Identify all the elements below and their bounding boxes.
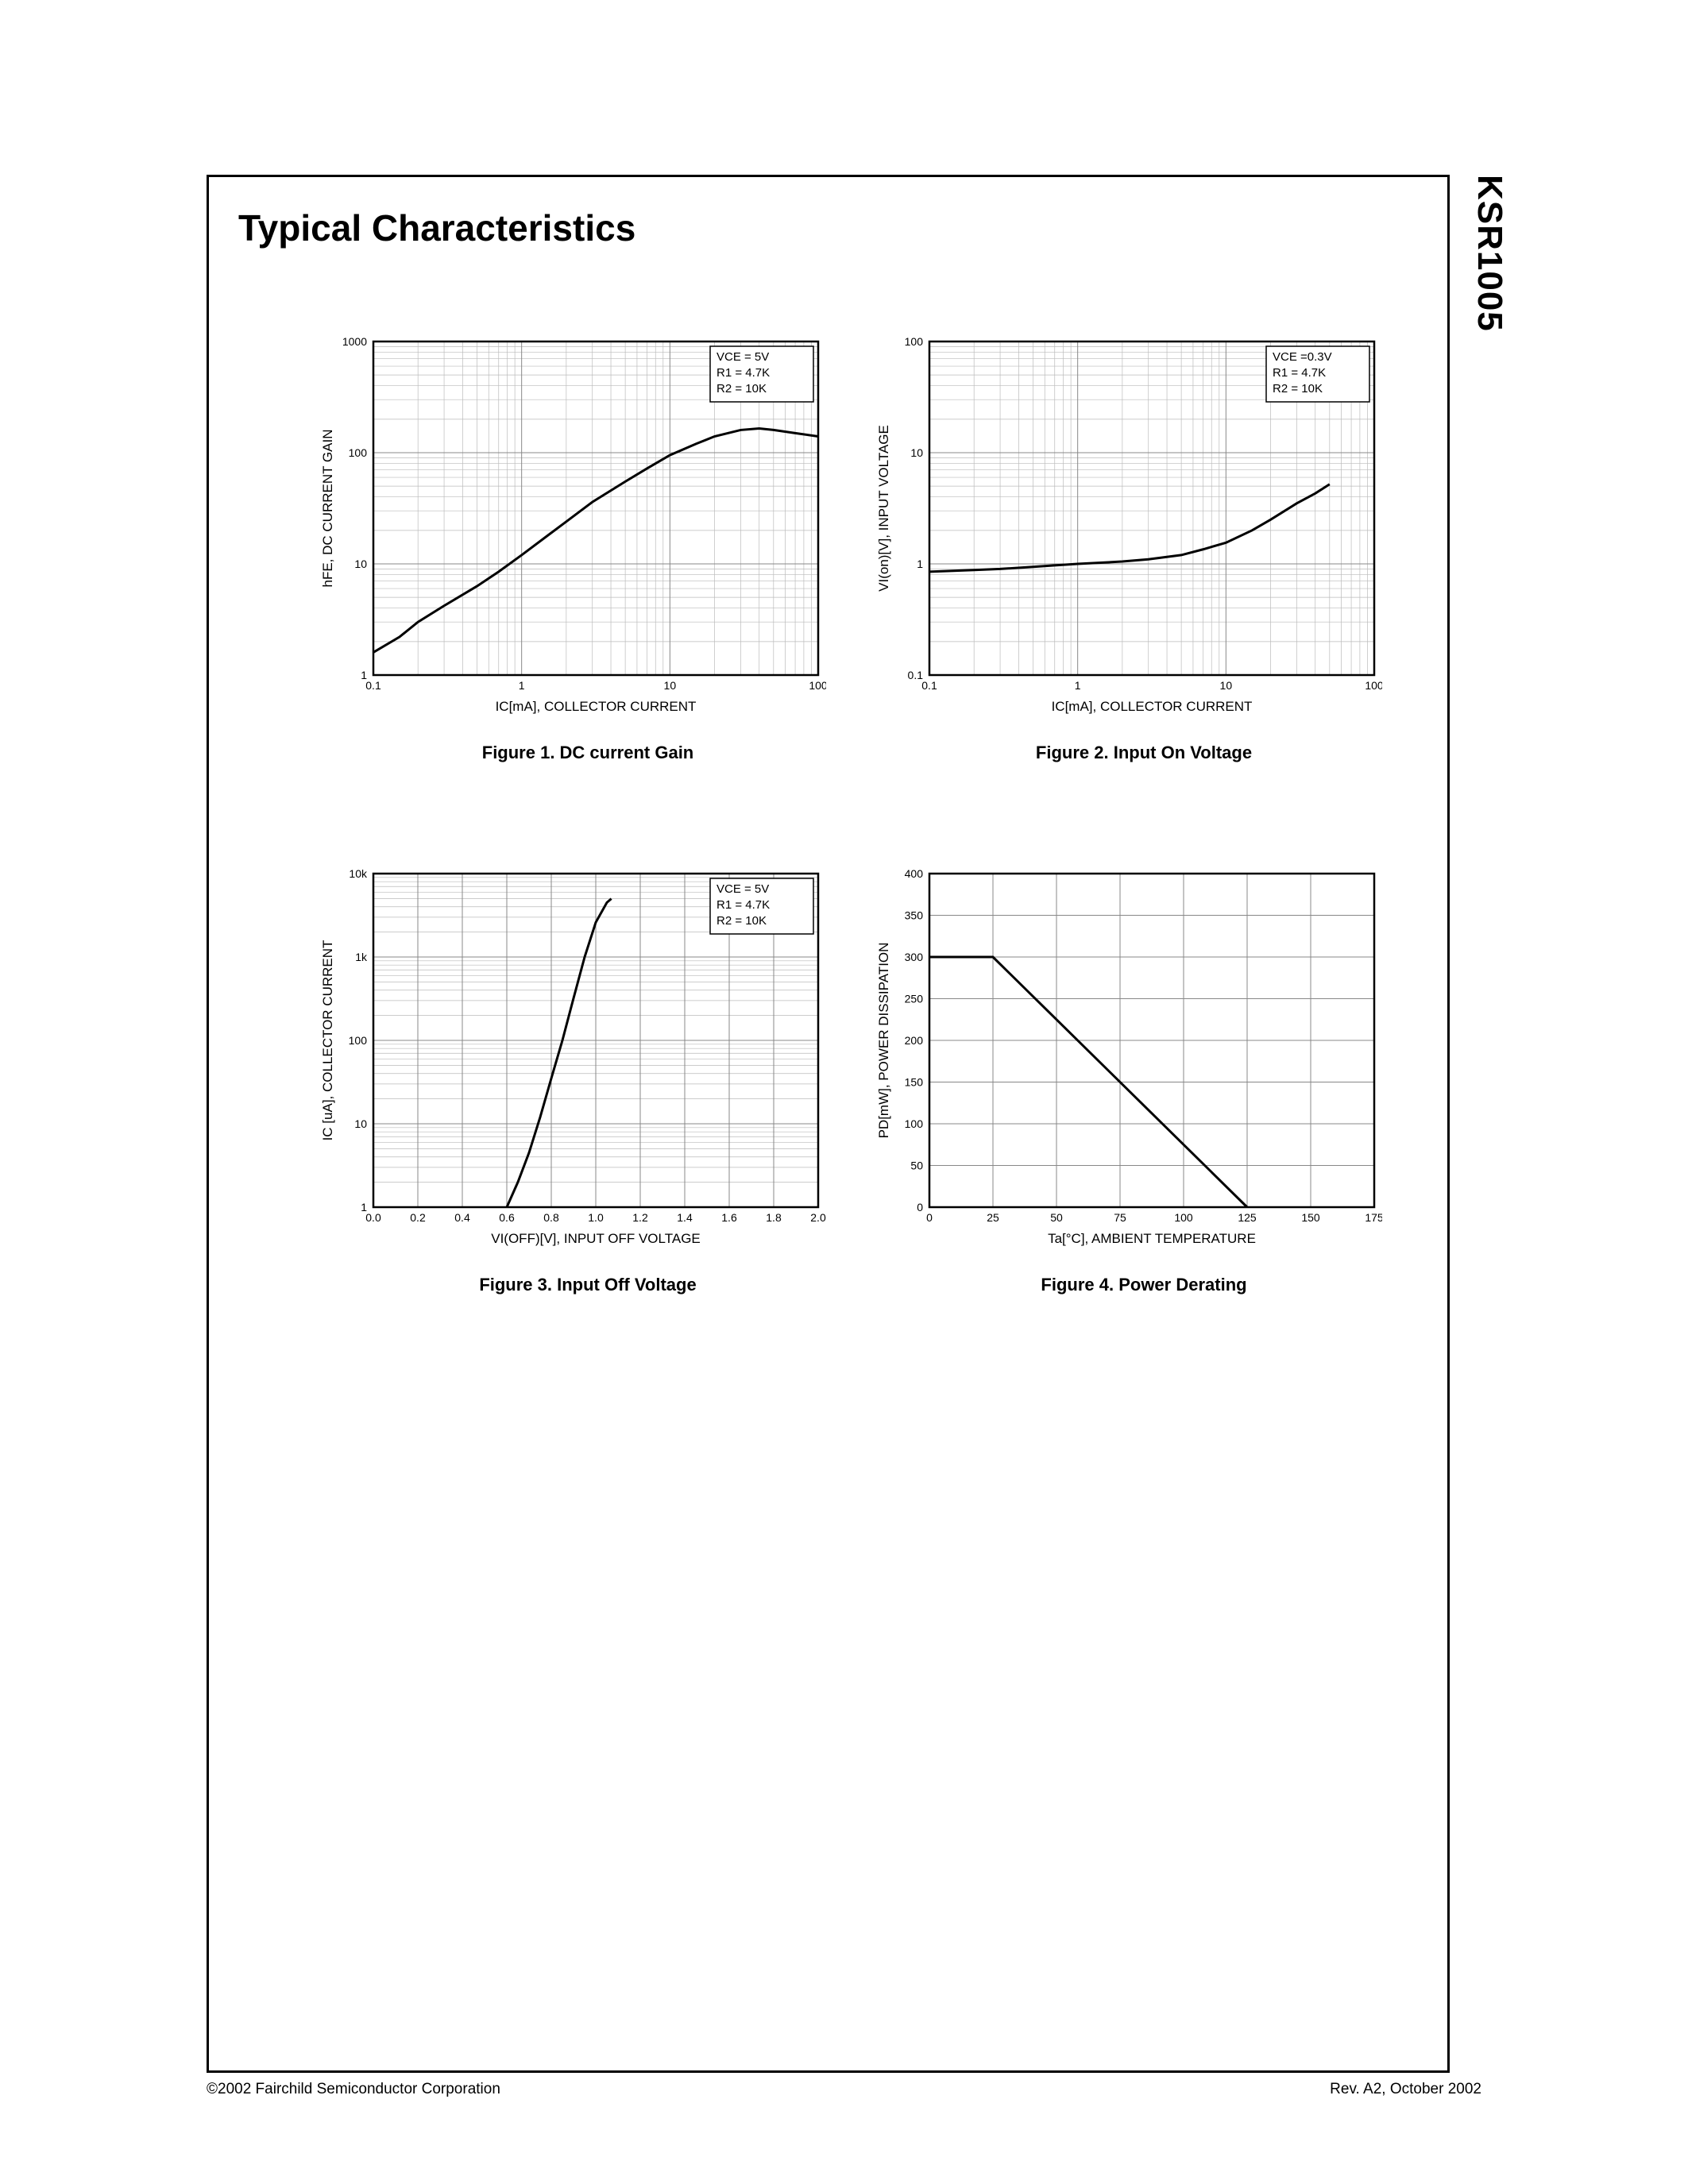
- svg-text:1: 1: [917, 558, 923, 570]
- svg-text:0.1: 0.1: [921, 679, 937, 692]
- svg-text:R2 = 10K: R2 = 10K: [1273, 382, 1323, 396]
- footer-revision: Rev. A2, October 2002: [1330, 2081, 1481, 2098]
- svg-text:VCE =0.3V: VCE =0.3V: [1273, 350, 1332, 364]
- svg-text:1: 1: [361, 1201, 367, 1214]
- svg-text:IC [uA], COLLECTOR CURRENT: IC [uA], COLLECTOR CURRENT: [320, 940, 335, 1141]
- svg-text:0.2: 0.2: [410, 1211, 426, 1224]
- svg-text:100: 100: [1365, 679, 1382, 692]
- svg-text:2.0: 2.0: [810, 1211, 826, 1224]
- chart-fig1: 0.11101001101001000IC[mA], COLLECTOR CUR…: [318, 334, 858, 747]
- svg-text:1k: 1k: [355, 951, 368, 963]
- svg-text:R2 = 10K: R2 = 10K: [717, 914, 767, 928]
- fig1-caption: Figure 1. DC current Gain: [318, 743, 858, 763]
- svg-text:1000: 1000: [342, 335, 367, 348]
- svg-text:100: 100: [809, 679, 826, 692]
- svg-text:1.0: 1.0: [588, 1211, 604, 1224]
- footer-copyright: ©2002 Fairchild Semiconductor Corporatio…: [207, 2081, 500, 2098]
- svg-text:1.6: 1.6: [721, 1211, 737, 1224]
- svg-text:0: 0: [926, 1211, 933, 1224]
- svg-text:200: 200: [905, 1034, 924, 1047]
- svg-text:75: 75: [1114, 1211, 1126, 1224]
- svg-text:VCE = 5V: VCE = 5V: [717, 882, 769, 896]
- svg-text:1: 1: [361, 669, 367, 681]
- svg-text:100: 100: [1174, 1211, 1193, 1224]
- svg-text:1.4: 1.4: [677, 1211, 693, 1224]
- fig4-caption: Figure 4. Power Derating: [874, 1275, 1414, 1295]
- svg-text:100: 100: [905, 1117, 924, 1130]
- svg-text:0.4: 0.4: [454, 1211, 470, 1224]
- svg-text:10: 10: [910, 446, 923, 459]
- svg-text:10: 10: [354, 558, 367, 570]
- svg-text:1.2: 1.2: [632, 1211, 648, 1224]
- svg-text:0: 0: [917, 1201, 923, 1214]
- svg-text:10: 10: [1220, 679, 1233, 692]
- svg-text:R2 = 10K: R2 = 10K: [717, 382, 767, 396]
- svg-text:VCE = 5V: VCE = 5V: [717, 350, 769, 364]
- svg-text:350: 350: [905, 909, 924, 922]
- svg-text:0.6: 0.6: [499, 1211, 515, 1224]
- svg-text:0.1: 0.1: [908, 669, 924, 681]
- svg-text:100: 100: [905, 335, 924, 348]
- svg-text:IC[mA], COLLECTOR CURRENT: IC[mA], COLLECTOR CURRENT: [1052, 699, 1253, 714]
- svg-text:150: 150: [905, 1076, 924, 1089]
- svg-text:R1 = 4.7K: R1 = 4.7K: [717, 898, 770, 912]
- svg-text:R1 = 4.7K: R1 = 4.7K: [717, 366, 770, 380]
- svg-text:125: 125: [1238, 1211, 1257, 1224]
- svg-text:10: 10: [354, 1117, 367, 1130]
- fig2-caption: Figure 2. Input On Voltage: [874, 743, 1414, 763]
- svg-text:10: 10: [664, 679, 677, 692]
- section-title: Typical Characteristics: [238, 206, 635, 249]
- svg-text:100: 100: [349, 1034, 368, 1047]
- svg-text:10k: 10k: [349, 867, 368, 880]
- svg-text:IC[mA], COLLECTOR CURRENT: IC[mA], COLLECTOR CURRENT: [496, 699, 697, 714]
- svg-text:0.1: 0.1: [365, 679, 381, 692]
- svg-text:R1 = 4.7K: R1 = 4.7K: [1273, 366, 1326, 380]
- svg-text:1: 1: [519, 679, 525, 692]
- chart-fig4: 0 25 50 75 100 125 150 175 0 50 100 150 200 250 300 350…: [874, 866, 1414, 1279]
- svg-text:1.8: 1.8: [766, 1211, 782, 1224]
- part-number: KSR1005: [1470, 175, 1509, 332]
- svg-text:hFE, DC CURRENT GAIN: hFE, DC CURRENT GAIN: [320, 430, 335, 588]
- svg-text:250: 250: [905, 993, 924, 1005]
- svg-text:300: 300: [905, 951, 924, 963]
- svg-text:50: 50: [910, 1160, 923, 1172]
- fig3-caption: Figure 3. Input Off Voltage: [318, 1275, 858, 1295]
- chart-fig2: 0.1 1 10 100 0.1 1 10 100 IC[mA], COLLECTOR CURR…: [874, 334, 1414, 747]
- svg-text:25: 25: [987, 1211, 999, 1224]
- svg-text:VI(on)[V], INPUT VOLTAGE: VI(on)[V], INPUT VOLTAGE: [876, 425, 891, 592]
- chart-fig3: 0.0 0.2 0.4 0.6 0.8 1.0 1.2 1.4 1.6 1.8 2.0 1 10 100 1…: [318, 866, 858, 1279]
- svg-text:0.8: 0.8: [543, 1211, 559, 1224]
- svg-text:100: 100: [349, 446, 368, 459]
- svg-text:1: 1: [1075, 679, 1081, 692]
- svg-text:PD[mW], POWER DISSIPATION: PD[mW], POWER DISSIPATION: [876, 943, 891, 1139]
- svg-text:150: 150: [1301, 1211, 1320, 1224]
- svg-text:400: 400: [905, 867, 924, 880]
- svg-text:50: 50: [1050, 1211, 1063, 1224]
- svg-text:175: 175: [1365, 1211, 1382, 1224]
- svg-text:VI(OFF)[V], INPUT OFF VOLTAGE: VI(OFF)[V], INPUT OFF VOLTAGE: [491, 1231, 701, 1246]
- svg-text:Ta[°C], AMBIENT TEMPERATURE: Ta[°C], AMBIENT TEMPERATURE: [1048, 1231, 1256, 1246]
- svg-text:0.0: 0.0: [365, 1211, 381, 1224]
